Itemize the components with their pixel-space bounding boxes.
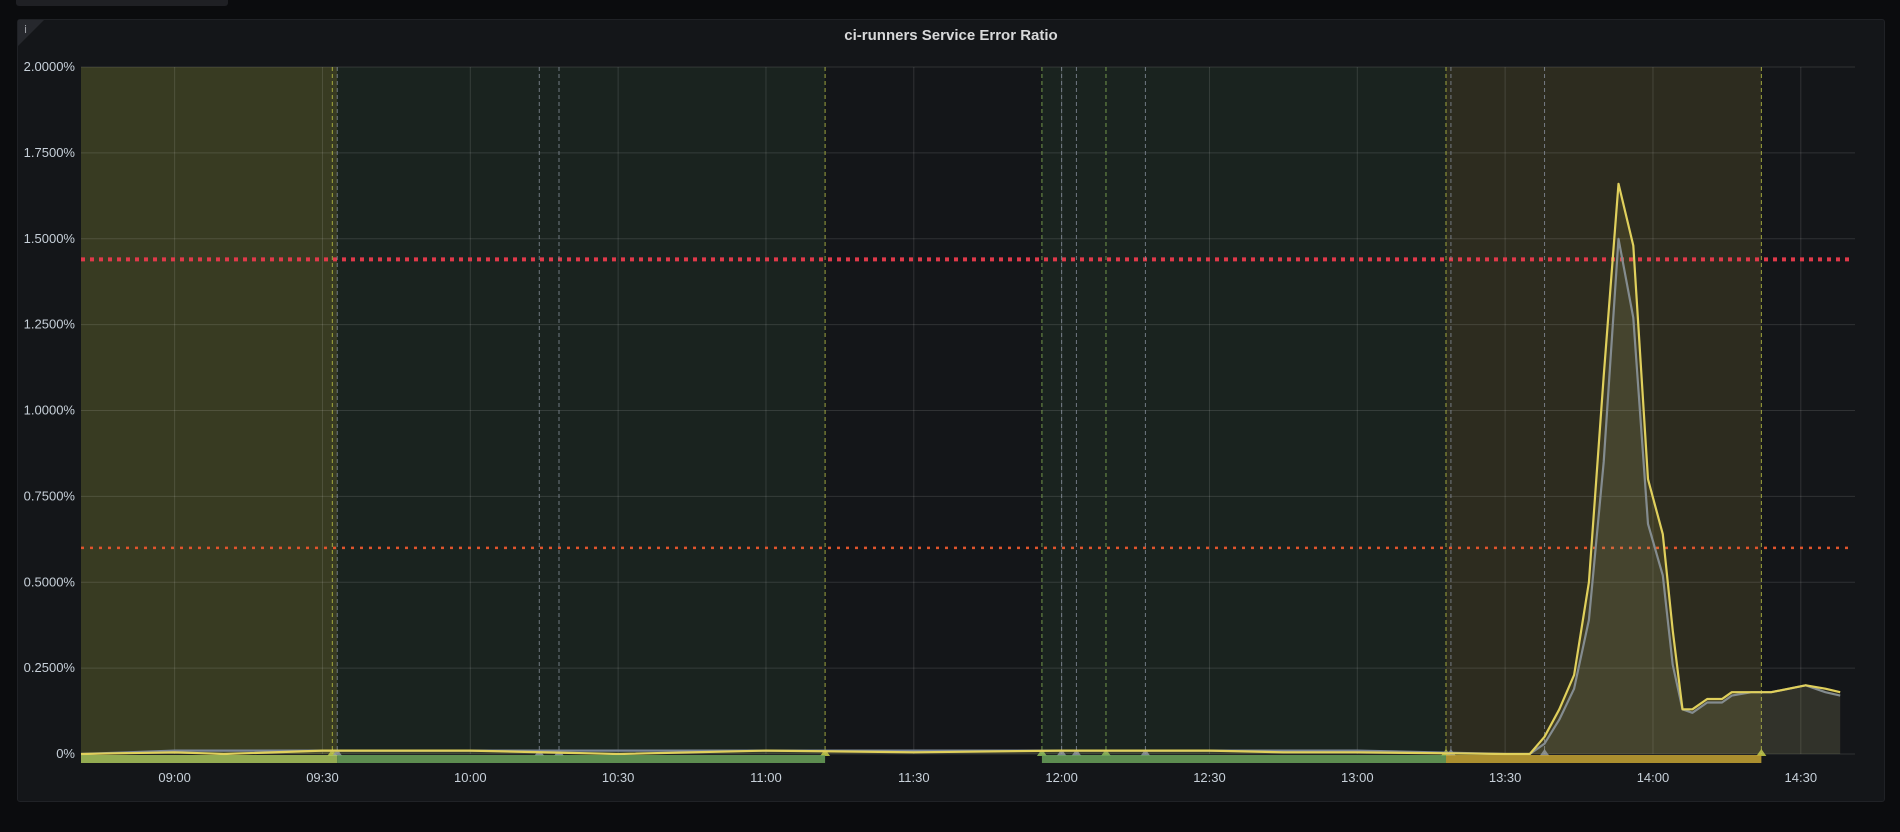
info-icon[interactable]: i — [24, 23, 28, 36]
x-tick-label-0: 09:00 — [158, 770, 191, 785]
annotation-marker-5 — [1036, 749, 1047, 756]
y-tick-label-6: 1.5000% — [24, 231, 76, 246]
x-tick-label-8: 13:00 — [1341, 770, 1374, 785]
annotation-marker-4 — [820, 749, 831, 756]
y-tick-label-7: 1.7500% — [24, 145, 76, 160]
annotation-marker-1 — [332, 749, 343, 756]
annotation-region-0 — [81, 67, 338, 754]
y-tick-label-1: 0.2500% — [24, 660, 76, 675]
y-tick-label-8: 2.0000% — [24, 59, 76, 74]
annotation-marker-6 — [1056, 749, 1067, 756]
annotation-marker-12 — [1539, 749, 1550, 756]
x-tick-label-5: 11:30 — [898, 770, 930, 785]
top-panel-tab — [16, 0, 228, 6]
x-tick-label-11: 14:30 — [1785, 770, 1818, 785]
panel-info-corner[interactable] — [18, 20, 44, 46]
annotation-marker-9 — [1140, 749, 1151, 756]
annotation-marker-7 — [1071, 749, 1082, 756]
x-tick-label-3: 10:30 — [602, 770, 635, 785]
annotation-marker-13 — [1756, 749, 1767, 756]
x-tick-label-1: 09:30 — [306, 770, 339, 785]
annotation-region-3 — [1445, 67, 1762, 754]
x-tick-label-7: 12:30 — [1193, 770, 1226, 785]
x-tick-label-10: 14:00 — [1637, 770, 1670, 785]
annotation-marker-8 — [1100, 749, 1111, 756]
y-axis-ticks: 0% 0.2500% 0.5000% 0.7500% 1.0000% 1.2500% 1.5… — [24, 59, 76, 761]
y-tick-label-2: 0.5000% — [24, 574, 76, 589]
y-tick-label-4: 1.0000% — [24, 403, 76, 418]
series-lines — [80, 182, 1841, 756]
panel-title[interactable]: ci-runners Service Error Ratio — [844, 27, 1058, 44]
annotation-regions — [81, 67, 1762, 754]
y-tick-label-5: 1.2500% — [24, 317, 76, 332]
annotation-region-bar-3 — [1445, 755, 1762, 763]
series-area-1 — [81, 183, 1841, 755]
grid-lines — [81, 66, 1855, 755]
threshold-lines — [81, 257, 1850, 550]
x-tick-label-9: 13:30 — [1489, 770, 1522, 785]
x-tick-label-4: 11:00 — [750, 770, 782, 785]
annotation-region-bar-2 — [1041, 755, 1446, 763]
annotation-region-2 — [1041, 67, 1446, 754]
annotation-region-bar-0 — [81, 755, 338, 763]
x-tick-label-2: 10:00 — [454, 770, 487, 785]
y-tick-label-3: 0.7500% — [24, 488, 76, 503]
series-area-0 — [81, 238, 1841, 755]
annotation-markers — [327, 67, 1767, 756]
x-tick-label-6: 12:00 — [1045, 770, 1078, 785]
y-tick-label-0: 0% — [56, 746, 75, 761]
annotation-region-1 — [337, 67, 826, 754]
annotation-region-bars — [81, 755, 1762, 763]
annotation-region-bar-1 — [337, 755, 826, 763]
x-axis-ticks: 09:00 09:30 10:00 10:30 11:00 11:30 12:00 12:30… — [158, 770, 1817, 785]
series-line-1 — [80, 182, 1841, 756]
